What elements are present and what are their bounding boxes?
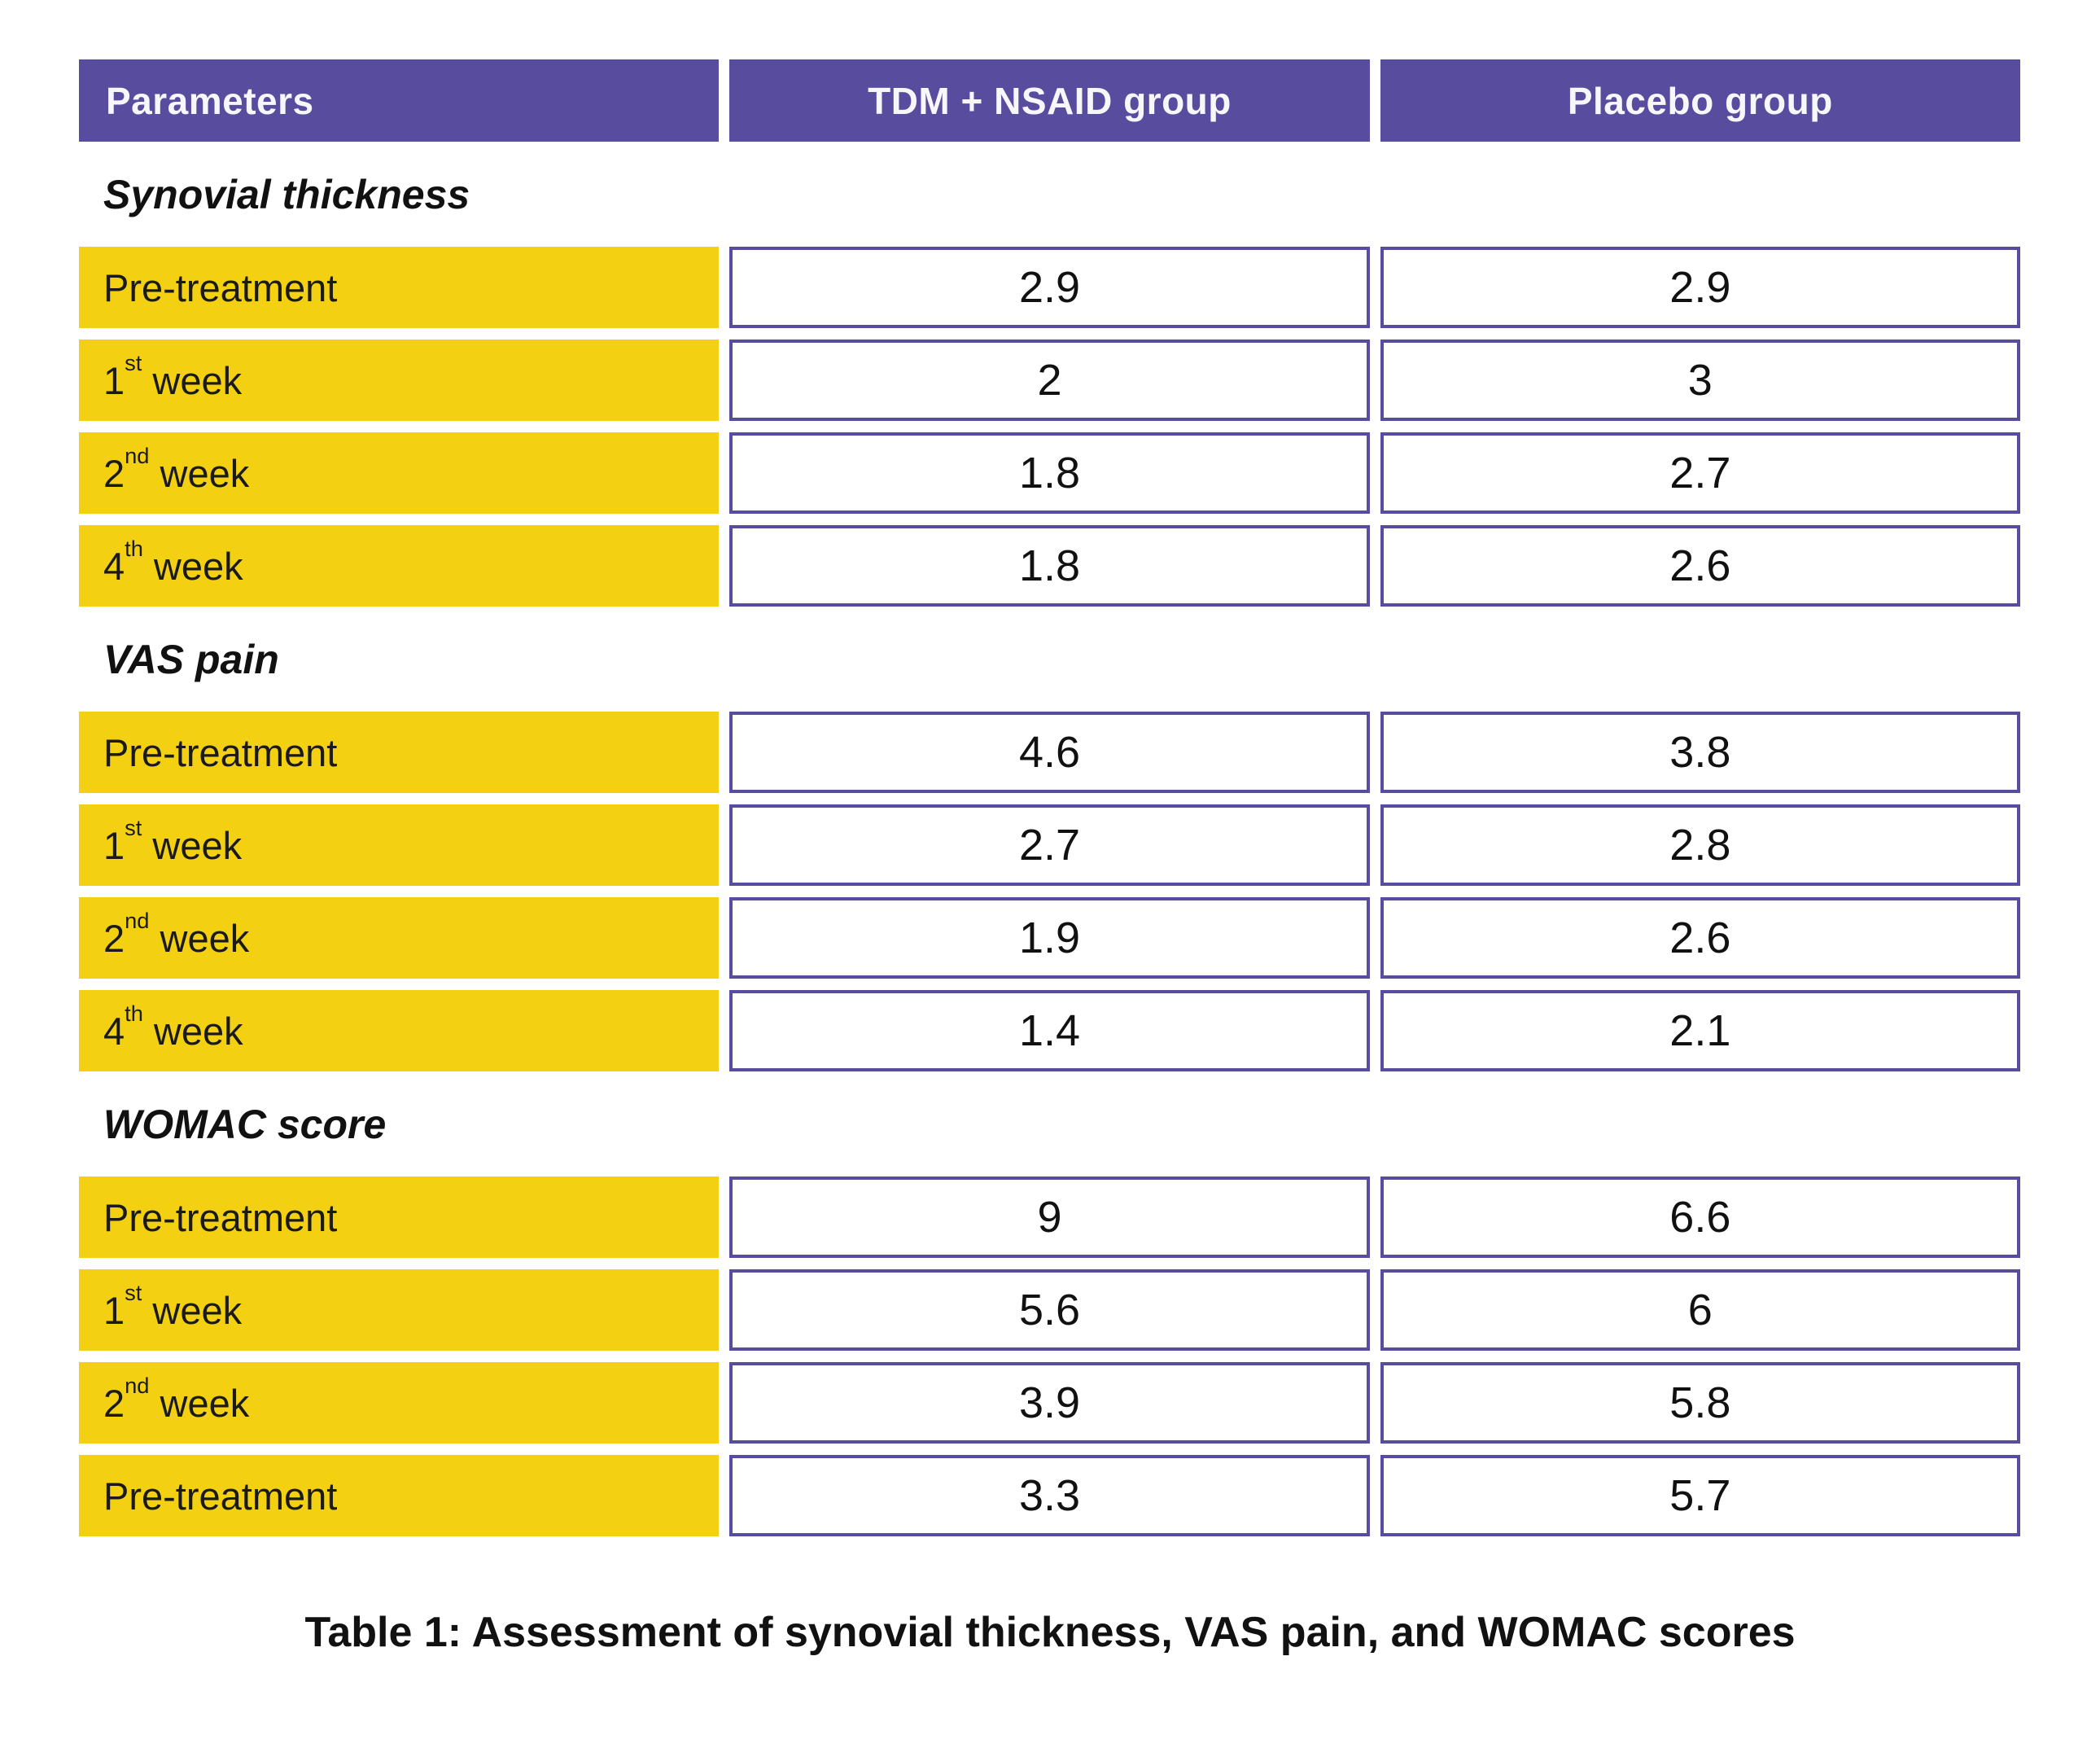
column-header-parameters: Parameters <box>79 59 720 142</box>
placebo-value-cell: 2.7 <box>1380 432 2020 514</box>
tdm-value-cell: 1.9 <box>729 897 1370 979</box>
table-row: Pre-treatment 9 6.6 <box>79 1176 2020 1258</box>
row-label-cell: Pre-treatment <box>79 1176 720 1258</box>
table-row: 2nd week 3.9 5.8 <box>79 1362 2020 1444</box>
row-label: Pre-treatment <box>103 1195 338 1239</box>
placebo-value-cell: 2.8 <box>1380 804 2020 886</box>
row-label: 4th week <box>103 535 243 588</box>
table-row: 1st week 5.6 6 <box>79 1269 2020 1351</box>
row-label: 1st week <box>103 1279 243 1332</box>
placebo-value-cell: 6.6 <box>1380 1176 2020 1258</box>
placebo-value-cell: 5.8 <box>1380 1362 2020 1444</box>
column-header-tdm-nsaid-group: TDM + NSAID group <box>729 59 1370 142</box>
table-row: 2nd week 1.9 2.6 <box>79 897 2020 979</box>
table-caption: Table 1: Assessment of synovial thicknes… <box>304 1609 1796 1656</box>
row-label: Pre-treatment <box>103 730 338 774</box>
row-label: 1st week <box>103 814 243 867</box>
table-row: Pre-treatment 3.3 5.7 <box>79 1455 2020 1536</box>
table-row: 1st week 2.7 2.8 <box>79 804 2020 886</box>
row-label-cell: Pre-treatment <box>79 247 720 328</box>
row-label-cell: 1st week <box>79 340 720 421</box>
placebo-value-cell: 6 <box>1380 1269 2020 1351</box>
row-label: Pre-treatment <box>103 265 338 309</box>
table-row: 2nd week 1.8 2.7 <box>79 432 2020 514</box>
section-heading-womac-score: WOMAC score <box>103 1101 387 1147</box>
tdm-value-cell: 9 <box>729 1176 1370 1258</box>
tdm-value-cell: 2 <box>729 340 1370 421</box>
tdm-value-cell: 2.9 <box>729 247 1370 328</box>
row-label-cell: 1st week <box>79 1269 720 1351</box>
row-label: 2nd week <box>103 907 250 960</box>
row-label-cell: Pre-treatment <box>79 1455 720 1536</box>
placebo-value-cell: 5.7 <box>1380 1455 2020 1536</box>
tdm-value-cell: 1.4 <box>729 990 1370 1071</box>
row-label-cell: 4th week <box>79 990 720 1071</box>
data-table: Parameters TDM + NSAID group Placebo gro… <box>79 59 2020 1536</box>
section-heading-vas-pain: VAS pain <box>103 636 279 682</box>
row-label-cell: 2nd week <box>79 1362 720 1444</box>
row-label-cell: 4th week <box>79 525 720 607</box>
tdm-value-cell: 1.8 <box>729 432 1370 514</box>
row-label-cell: 2nd week <box>79 432 720 514</box>
row-label: Pre-treatment <box>103 1474 338 1518</box>
row-label: 4th week <box>103 1000 243 1053</box>
table-row: 4th week 1.8 2.6 <box>79 525 2020 607</box>
table-row: 1st week 2 3 <box>79 340 2020 421</box>
placebo-value-cell: 3.8 <box>1380 712 2020 793</box>
tdm-value-cell: 3.3 <box>729 1455 1370 1536</box>
row-label-cell: Pre-treatment <box>79 712 720 793</box>
tdm-value-cell: 2.7 <box>729 804 1370 886</box>
row-label: 2nd week <box>103 1372 250 1425</box>
row-label: 2nd week <box>103 442 250 495</box>
tdm-value-cell: 3.9 <box>729 1362 1370 1444</box>
row-label: 1st week <box>103 349 243 402</box>
tdm-value-cell: 4.6 <box>729 712 1370 793</box>
table-row: 4th week 1.4 2.1 <box>79 990 2020 1071</box>
placebo-value-cell: 2.6 <box>1380 525 2020 607</box>
placebo-value-cell: 2.9 <box>1380 247 2020 328</box>
tdm-value-cell: 5.6 <box>729 1269 1370 1351</box>
placebo-value-cell: 2.1 <box>1380 990 2020 1071</box>
row-label-cell: 1st week <box>79 804 720 886</box>
table-row: Pre-treatment 4.6 3.8 <box>79 712 2020 793</box>
tdm-value-cell: 1.8 <box>729 525 1370 607</box>
table-header-row: Parameters TDM + NSAID group Placebo gro… <box>79 59 2020 142</box>
section-heading-synovial-thickness: Synovial thickness <box>103 171 470 217</box>
column-header-placebo-group: Placebo group <box>1380 59 2020 142</box>
placebo-value-cell: 2.6 <box>1380 897 2020 979</box>
row-label-cell: 2nd week <box>79 897 720 979</box>
placebo-value-cell: 3 <box>1380 340 2020 421</box>
table-row: Pre-treatment 2.9 2.9 <box>79 247 2020 328</box>
